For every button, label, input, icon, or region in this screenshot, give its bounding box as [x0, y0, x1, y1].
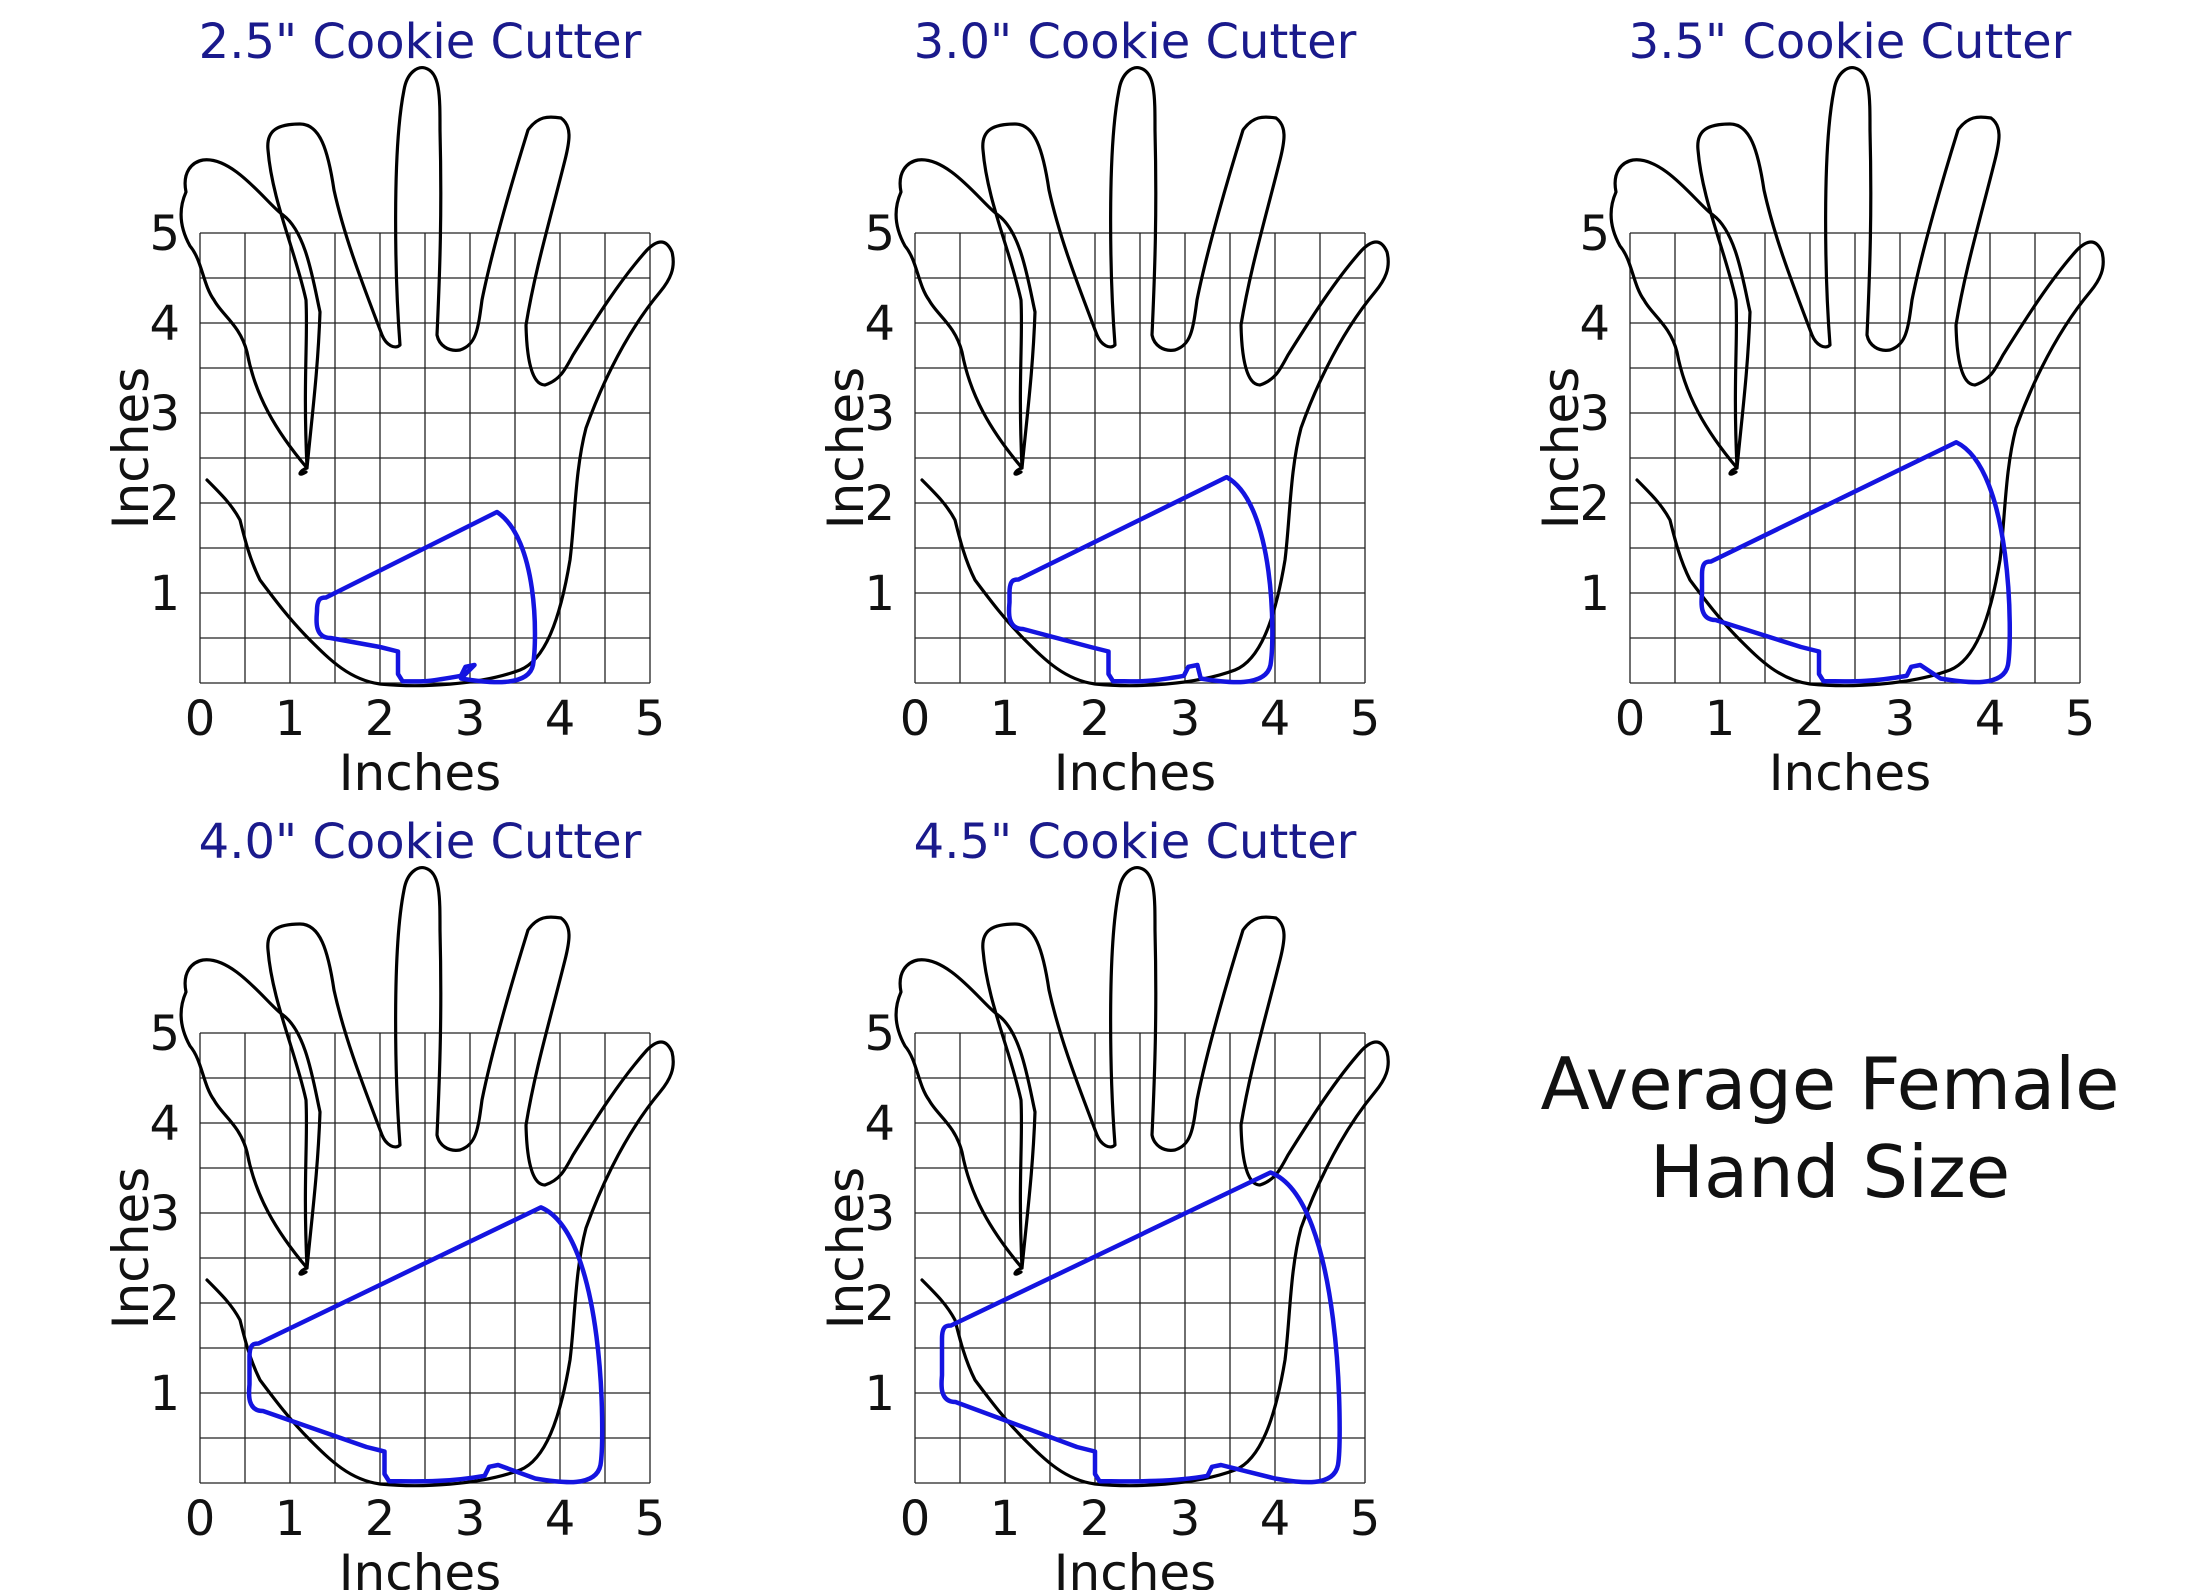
y-tick-label: 2: [864, 1276, 895, 1332]
x-tick-label: 5: [2065, 691, 2096, 747]
y-tick-label: 4: [149, 1096, 180, 1152]
x-tick-label: 1: [275, 691, 306, 747]
x-tick-label: 5: [1350, 1491, 1381, 1547]
x-tick-label: 1: [1705, 691, 1736, 747]
panel-title: 4.5" Cookie Cutter: [914, 814, 1357, 870]
hand-panel: 3.5" Cookie Cutter 0 1 2 3 4 5 1 2 3 4 5 Inches Inche…: [1430, 0, 2150, 802]
hand-outline: [894, 66, 1390, 688]
y-tick-label: 5: [864, 1006, 895, 1062]
hand-panel: 4.0" Cookie Cutter 0 1 2 3 4 5 1 2 3 4 5 Inches Inche…: [0, 800, 720, 1590]
y-tick-label: 3: [149, 1186, 180, 1242]
y-axis-label: Inches: [817, 367, 875, 529]
x-tick-label: 2: [1080, 1491, 1111, 1547]
y-tick-label: 1: [864, 1366, 895, 1422]
caption-line-2: Hand Size: [1649, 1130, 2011, 1214]
y-tick-label: 1: [1579, 566, 1610, 622]
x-tick-label: 0: [900, 691, 931, 747]
y-tick-label: 4: [149, 296, 180, 352]
x-tick-label: 4: [545, 1491, 576, 1547]
caption-line-1: Average Female: [1540, 1042, 2120, 1126]
x-tick-label: 2: [1080, 691, 1111, 747]
x-tick-label: 4: [1260, 691, 1291, 747]
x-tick-label: 2: [1795, 691, 1826, 747]
x-tick-label: 1: [990, 691, 1021, 747]
x-axis-label: Inches: [1769, 744, 1931, 802]
y-tick-label: 4: [864, 296, 895, 352]
inch-grid: [914, 232, 1366, 684]
hand-diagram: 2.5" Cookie Cutter 0 1 2 3 4 5 1 2 3 4 5 Inches Inche…: [102, 14, 675, 802]
x-tick-label: 3: [1170, 691, 1201, 747]
x-axis-label: Inches: [339, 744, 501, 802]
cookie-cutter-outline: [939, 1170, 1342, 1485]
hand-diagram: 4.0" Cookie Cutter 0 1 2 3 4 5 1 2 3 4 5 Inches Inche…: [102, 814, 675, 1590]
panel-title: 3.0" Cookie Cutter: [914, 14, 1357, 70]
y-tick-label: 3: [1579, 386, 1610, 442]
y-tick-label: 1: [149, 566, 180, 622]
cookie-cutter-outline: [314, 509, 538, 685]
y-axis-label: Inches: [817, 1167, 875, 1329]
y-tick-label: 5: [864, 206, 895, 262]
hand-diagram: 4.5" Cookie Cutter 0 1 2 3 4 5 1 2 3 4 5 Inches Inche…: [817, 814, 1390, 1590]
y-tick-label: 1: [864, 566, 895, 622]
x-tick-label: 5: [1350, 691, 1381, 747]
cookie-cutter-outline: [1699, 440, 2013, 685]
x-tick-label: 5: [635, 691, 666, 747]
x-tick-label: 5: [635, 1491, 666, 1547]
x-tick-label: 2: [365, 691, 396, 747]
hand-panel: 2.5" Cookie Cutter 0 1 2 3 4 5 1 2 3 4 5 Inches Inche…: [0, 0, 720, 802]
inch-grid: [199, 1032, 651, 1484]
inch-grid: [914, 1032, 1366, 1484]
y-tick-label: 3: [149, 386, 180, 442]
y-tick-label: 2: [864, 476, 895, 532]
x-tick-label: 0: [185, 691, 216, 747]
inch-grid: [1629, 232, 2081, 684]
x-axis-label: Inches: [1054, 744, 1216, 802]
hand-outline: [179, 866, 675, 1488]
x-tick-label: 4: [1975, 691, 2006, 747]
caption: Average Female Hand Size: [1400, 1040, 2205, 1216]
x-tick-label: 3: [1170, 1491, 1201, 1547]
hand-outline: [1609, 66, 2105, 688]
hand-panel: 3.0" Cookie Cutter 0 1 2 3 4 5 1 2 3 4 5 Inches Inche…: [715, 0, 1435, 802]
x-tick-label: 4: [1260, 1491, 1291, 1547]
y-tick-label: 3: [864, 386, 895, 442]
x-tick-label: 4: [545, 691, 576, 747]
y-tick-label: 5: [1579, 206, 1610, 262]
hand-diagram: 3.5" Cookie Cutter 0 1 2 3 4 5 1 2 3 4 5 Inches Inche…: [1532, 14, 2105, 802]
y-tick-label: 2: [149, 1276, 180, 1332]
y-tick-label: 2: [1579, 476, 1610, 532]
y-tick-label: 4: [864, 1096, 895, 1152]
hand-diagram: 3.0" Cookie Cutter 0 1 2 3 4 5 1 2 3 4 5 Inches Inche…: [817, 14, 1390, 802]
x-tick-label: 1: [990, 1491, 1021, 1547]
y-axis-label: Inches: [1532, 367, 1590, 529]
y-tick-label: 3: [864, 1186, 895, 1242]
y-tick-label: 5: [149, 1006, 180, 1062]
x-tick-label: 0: [1615, 691, 1646, 747]
x-axis-label: Inches: [339, 1544, 501, 1590]
x-tick-label: 0: [185, 1491, 216, 1547]
hand-panel: 4.5" Cookie Cutter 0 1 2 3 4 5 1 2 3 4 5 Inches Inche…: [715, 800, 1435, 1590]
cookie-cutter-outline: [246, 1205, 605, 1485]
x-tick-label: 3: [455, 1491, 486, 1547]
x-tick-label: 0: [900, 1491, 931, 1547]
panel-title: 2.5" Cookie Cutter: [199, 14, 642, 70]
y-axis-label: Inches: [102, 367, 160, 529]
cookie-cutter-outline: [1006, 474, 1275, 685]
x-tick-label: 3: [1885, 691, 1916, 747]
y-tick-label: 5: [149, 206, 180, 262]
y-tick-label: 2: [149, 476, 180, 532]
hand-outline: [894, 866, 1390, 1488]
x-tick-label: 3: [455, 691, 486, 747]
inch-grid: [199, 232, 651, 684]
panel-title: 4.0" Cookie Cutter: [199, 814, 642, 870]
x-axis-label: Inches: [1054, 1544, 1216, 1590]
y-tick-label: 1: [149, 1366, 180, 1422]
x-tick-label: 1: [275, 1491, 306, 1547]
y-tick-label: 4: [1579, 296, 1610, 352]
y-axis-label: Inches: [102, 1167, 160, 1329]
panel-title: 3.5" Cookie Cutter: [1629, 14, 2072, 70]
x-tick-label: 2: [365, 1491, 396, 1547]
